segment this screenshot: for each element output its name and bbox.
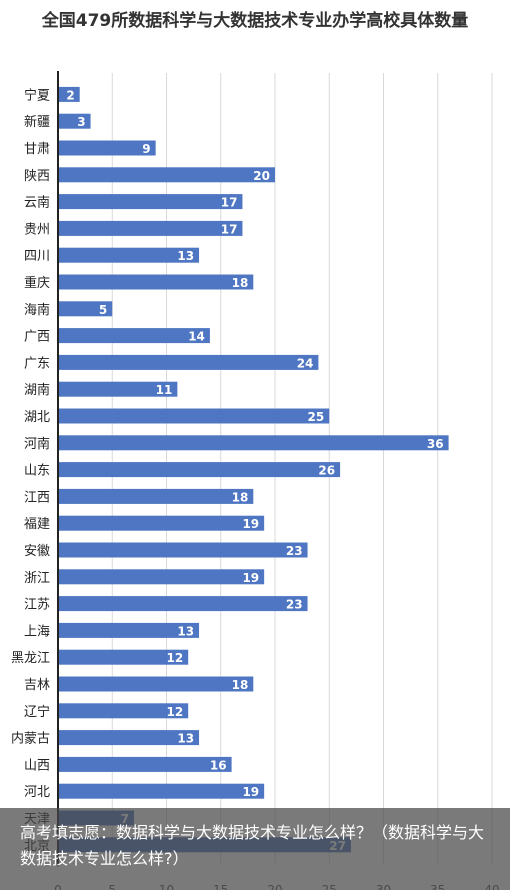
bar-江西 — [58, 488, 254, 504]
category-label-江苏: 江苏 — [24, 597, 50, 613]
bar-河南 — [58, 435, 449, 451]
category-label-内蒙古: 内蒙古 — [11, 731, 50, 747]
category-label-福建: 福建 — [24, 517, 50, 532]
bars: 23 9 20 17 17 13 18 5 14 24 11 25 36 26 18 19 23 19 23 13 12… — [58, 86, 449, 853]
bar-广西 — [58, 328, 210, 344]
category-label-浙江: 浙江 — [24, 571, 50, 586]
data-label-内蒙古: 13 — [177, 732, 194, 746]
bar-新疆 — [58, 113, 91, 129]
data-label-河北: 19 — [242, 785, 259, 799]
data-label-河南: 36 — [427, 437, 444, 451]
category-label-山东: 山东 — [24, 464, 50, 479]
category-label-甘肃: 甘肃 — [24, 142, 50, 157]
category-label-山西: 山西 — [24, 758, 50, 773]
category-labels: 宁夏新疆甘肃陕西云南贵州四川重庆海南广西广东湖南湖北河南山东江西福建安徽浙江江苏… — [11, 87, 50, 853]
category-label-新疆: 新疆 — [24, 114, 50, 130]
data-label-甘肃: 9 — [142, 142, 150, 156]
category-label-广西: 广西 — [24, 330, 50, 345]
bar-重庆 — [58, 274, 254, 290]
bar-贵州 — [58, 220, 243, 236]
data-label-浙江: 19 — [242, 571, 259, 585]
bar-浙江 — [58, 569, 265, 585]
bar-辽宁 — [58, 703, 189, 719]
bar-上海 — [58, 622, 200, 638]
bar-安徽 — [58, 542, 308, 558]
bar-山西 — [58, 756, 232, 772]
bar-甘肃 — [58, 140, 156, 156]
data-label-湖北: 25 — [308, 410, 325, 424]
category-label-辽宁: 辽宁 — [24, 704, 50, 720]
data-label-福建: 19 — [242, 517, 259, 531]
data-label-陕西: 20 — [253, 169, 270, 183]
bar-吉林 — [58, 676, 254, 692]
bar-山东 — [58, 462, 341, 478]
data-label-湖南: 11 — [156, 383, 173, 397]
data-label-山东: 26 — [318, 464, 335, 478]
category-label-重庆: 重庆 — [24, 275, 50, 291]
category-label-贵州: 贵州 — [24, 222, 50, 237]
category-label-湖北: 湖北 — [24, 410, 50, 425]
image-caption: 高考填志愿：数据科学与大数据技术专业怎么样？（数据科学与大数据技术专业怎么样?） — [0, 808, 510, 890]
bar-河北 — [58, 783, 265, 799]
category-label-广东: 广东 — [24, 356, 50, 371]
data-label-新疆: 3 — [77, 115, 85, 129]
category-label-陕西: 陕西 — [24, 169, 50, 184]
category-label-安徽: 安徽 — [24, 544, 50, 559]
chart-title: 全国479所数据科学与大数据技术专业办学高校具体数量 — [41, 11, 469, 31]
category-label-云南: 云南 — [24, 195, 50, 211]
category-label-湖南: 湖南 — [24, 382, 50, 398]
data-label-贵州: 17 — [221, 222, 238, 236]
data-label-江苏: 23 — [286, 598, 303, 612]
bar-湖北 — [58, 408, 330, 424]
bar-黑龙江 — [58, 649, 189, 665]
bar-湖南 — [58, 381, 178, 397]
category-label-河北: 河北 — [24, 785, 50, 800]
category-label-吉林: 吉林 — [24, 678, 50, 693]
category-label-宁夏: 宁夏 — [24, 87, 50, 103]
data-label-吉林: 18 — [232, 678, 249, 692]
bar-云南 — [58, 194, 243, 210]
data-label-上海: 13 — [177, 624, 194, 638]
category-label-江西: 江西 — [24, 490, 50, 505]
category-label-四川: 四川 — [24, 249, 50, 264]
bar-海南 — [58, 301, 113, 317]
data-label-江西: 18 — [232, 490, 249, 504]
data-label-山西: 16 — [210, 758, 227, 772]
bar-福建 — [58, 515, 265, 531]
category-label-河南: 河南 — [24, 436, 50, 452]
bar-江苏 — [58, 596, 308, 612]
bar-陕西 — [58, 167, 275, 183]
data-label-广西: 14 — [188, 330, 205, 344]
data-label-四川: 13 — [177, 249, 194, 263]
data-label-黑龙江: 12 — [166, 651, 183, 665]
bar-广东 — [58, 354, 319, 370]
bar-四川 — [58, 247, 200, 263]
bar-内蒙古 — [58, 730, 200, 746]
data-label-云南: 17 — [221, 196, 238, 210]
data-label-广东: 24 — [297, 356, 314, 370]
category-label-黑龙江: 黑龙江 — [11, 651, 50, 666]
data-label-重庆: 18 — [232, 276, 249, 290]
bar-宁夏 — [58, 86, 80, 102]
data-label-安徽: 23 — [286, 544, 303, 558]
category-label-海南: 海南 — [24, 302, 50, 318]
data-label-海南: 5 — [99, 303, 107, 317]
data-label-宁夏: 2 — [66, 88, 74, 102]
data-label-辽宁: 12 — [166, 705, 183, 719]
category-label-上海: 上海 — [24, 624, 50, 639]
